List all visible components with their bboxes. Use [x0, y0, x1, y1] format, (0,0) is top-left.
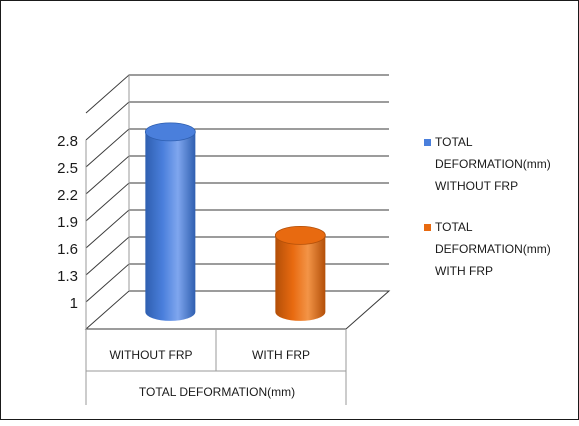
y-tick-label: 2.8	[57, 133, 78, 150]
bar-top	[274, 225, 326, 245]
bars	[144, 122, 326, 321]
legend-label: WITH FRP	[435, 264, 493, 278]
gridline	[85, 236, 389, 276]
x-category-labels: WITHOUT FRP WITH FRP	[85, 329, 347, 405]
gridline	[85, 209, 389, 249]
legend-label: DEFORMATION(mm)	[435, 242, 551, 256]
x-category-label: WITHOUT FRP	[109, 348, 192, 362]
legend-swatch	[424, 139, 431, 146]
axes	[84, 75, 391, 330]
x-axis-label: TOTAL DEFORMATION(mm)	[139, 385, 295, 399]
y-tick-label: 2.2	[57, 187, 78, 204]
legend-label: WITHOUT FRP	[435, 179, 518, 193]
bar-body	[275, 235, 326, 321]
legend-label: TOTAL	[435, 135, 473, 149]
legend-label: TOTAL	[435, 220, 473, 234]
bar-top	[144, 122, 196, 142]
gridline	[85, 101, 389, 141]
legend-swatch	[424, 224, 431, 231]
y-tick-label: 1	[70, 295, 78, 312]
gridlines	[85, 74, 389, 303]
y-tick-label: 1.9	[57, 214, 78, 231]
gridline	[85, 74, 389, 114]
category-table-lines	[85, 329, 347, 405]
gridline	[85, 128, 389, 168]
y-tick-label: 1.3	[57, 268, 78, 285]
legend: TOTAL DEFORMATION(mm) WITHOUT FRP TOTAL DEFO…	[424, 135, 551, 278]
legend-label: DEFORMATION(mm)	[435, 157, 551, 171]
y-tick-labels: 1 1.3 1.6 1.9 2.2 2.5 2.8	[57, 133, 78, 312]
x-category-label: WITH FRP	[252, 348, 310, 362]
gridline	[85, 263, 389, 303]
gridline	[85, 155, 389, 195]
bar-body	[145, 131, 196, 321]
floor-plane	[84, 290, 391, 330]
gridline	[85, 182, 389, 222]
y-tick-label: 1.6	[57, 241, 78, 258]
y-tick-label: 2.5	[57, 160, 78, 177]
